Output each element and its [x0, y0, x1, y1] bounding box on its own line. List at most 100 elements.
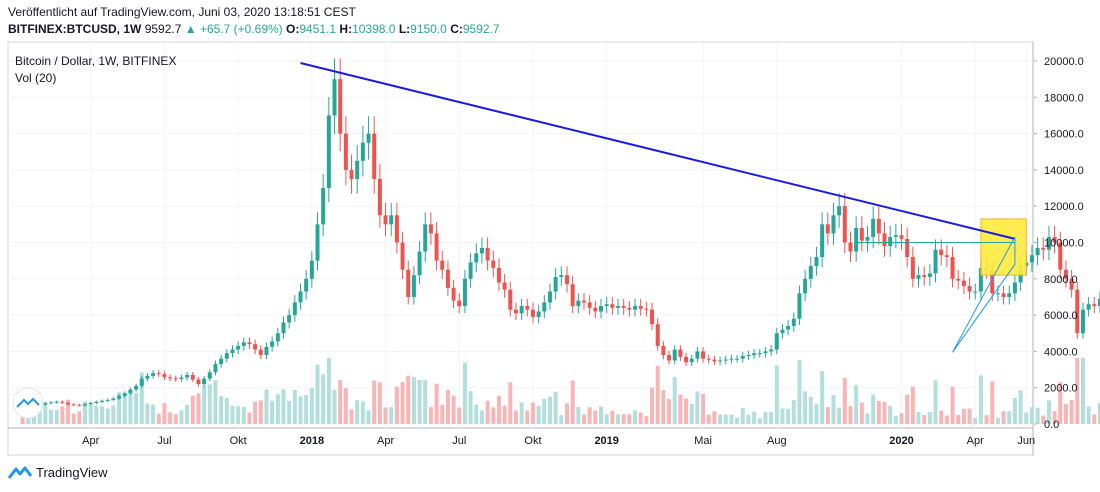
- price-chart[interactable]: 0.0 2000.0 4000.0 6000.0 8000.0 10000.0 12000.…: [0, 0, 1100, 460]
- volume-bar: [406, 375, 411, 424]
- candle-body: [842, 206, 847, 243]
- candle-body: [559, 275, 564, 277]
- candle-body: [990, 269, 995, 294]
- candle-body: [281, 322, 286, 334]
- symbol-name[interactable]: BITFINEX:BTCUSD, 1W: [8, 22, 142, 36]
- volume-bar: [774, 365, 779, 424]
- volume-bar: [712, 411, 717, 424]
- candle-body: [752, 353, 757, 356]
- candle-body: [298, 291, 303, 303]
- volume-bar: [967, 408, 972, 424]
- candle-body: [633, 306, 638, 310]
- volume-bar: [1035, 407, 1040, 424]
- volume-bar: [88, 404, 93, 424]
- footer-brand[interactable]: TradingView: [36, 464, 108, 480]
- wave-icon[interactable]: [12, 387, 44, 419]
- candle-body: [1092, 304, 1097, 307]
- candle-body: [462, 278, 467, 307]
- volume-bar: [128, 389, 133, 424]
- candle-body: [582, 300, 586, 303]
- candle-body: [185, 374, 190, 378]
- volume-bar: [151, 404, 156, 424]
- candle-body: [848, 242, 853, 252]
- candle-body: [485, 247, 490, 261]
- volume-bar: [837, 407, 842, 424]
- volume-bar: [842, 378, 847, 424]
- candle-body: [564, 275, 569, 285]
- volume-bar: [332, 389, 337, 424]
- chart-title: Bitcoin / Dollar, 1W, BITFINEX: [15, 54, 176, 68]
- candle-body: [763, 351, 768, 354]
- volume-bar: [462, 362, 467, 424]
- candle-body: [689, 358, 694, 363]
- candle-body: [769, 349, 774, 352]
- volume-bar: [32, 410, 37, 424]
- volume-bar: [916, 412, 921, 424]
- grid: [8, 42, 1033, 428]
- candle-body: [275, 333, 280, 342]
- candle-body: [757, 353, 762, 355]
- volume-bar: [37, 408, 42, 424]
- time-tick-label: Apr: [377, 435, 394, 447]
- volume-bar: [457, 407, 462, 424]
- volume-bar: [236, 406, 241, 424]
- volume-bar: [1063, 403, 1068, 424]
- volume-bar: [202, 385, 207, 424]
- volume-bar: [746, 414, 751, 424]
- volume-bar: [519, 402, 524, 424]
- time-axis: Apr Jul Okt 2018 Apr Jul Okt 2019 Mai Aug 2020 Apr J…: [82, 435, 1035, 447]
- volume-bar: [71, 413, 76, 424]
- candle-body: [1001, 293, 1006, 297]
- candle-body: [377, 178, 382, 216]
- volume-bar: [207, 384, 212, 424]
- candle-body: [258, 349, 263, 356]
- trendline: [300, 62, 1016, 240]
- volume-bar: [695, 391, 700, 424]
- candle-body: [128, 389, 133, 394]
- volume-bar: [54, 409, 59, 424]
- candle-body: [837, 206, 842, 216]
- volume-bar: [468, 391, 473, 424]
- low-label: L:: [398, 22, 411, 36]
- volume-bar: [684, 398, 689, 424]
- candle-body: [780, 329, 785, 334]
- candle-body: [366, 133, 371, 143]
- candle-body: [638, 306, 643, 309]
- volume-bar: [672, 376, 677, 424]
- time-tick-label: Jul: [157, 435, 171, 447]
- candle-body: [321, 188, 326, 225]
- volume-bar: [752, 411, 757, 424]
- volume-bar: [814, 404, 819, 424]
- volume-bar: [360, 401, 365, 424]
- close-label: C:: [450, 22, 463, 36]
- volume-bar: [491, 407, 496, 424]
- volume-bar: [77, 411, 82, 424]
- volume-bar: [173, 414, 178, 424]
- volume-bar: [933, 380, 938, 424]
- candle-body: [978, 267, 983, 292]
- volume-bar: [905, 394, 910, 424]
- time-tick-label: 2020: [889, 435, 913, 447]
- candle-body: [774, 333, 779, 350]
- candle-body: [599, 306, 604, 312]
- candle-body: [587, 302, 592, 308]
- volume-bar: [633, 410, 638, 424]
- candle-body: [1029, 255, 1034, 263]
- candle-body: [650, 309, 655, 325]
- candle-body: [616, 306, 621, 308]
- volume-bar: [474, 404, 479, 424]
- volume-bar: [83, 401, 88, 424]
- volume-bar: [94, 405, 99, 424]
- volume-bar: [162, 403, 167, 424]
- candle-body: [468, 262, 473, 279]
- volume-bar: [1058, 382, 1063, 424]
- volume-bar: [417, 379, 422, 424]
- candlesticks: [20, 58, 1100, 408]
- volume-bar: [995, 418, 1000, 424]
- candle-body: [372, 133, 377, 179]
- candle-body: [729, 358, 734, 360]
- tradingview-logo-icon[interactable]: [8, 464, 32, 480]
- candle-body: [122, 393, 127, 396]
- volume-bar: [1012, 398, 1017, 424]
- volume-bar: [298, 396, 303, 424]
